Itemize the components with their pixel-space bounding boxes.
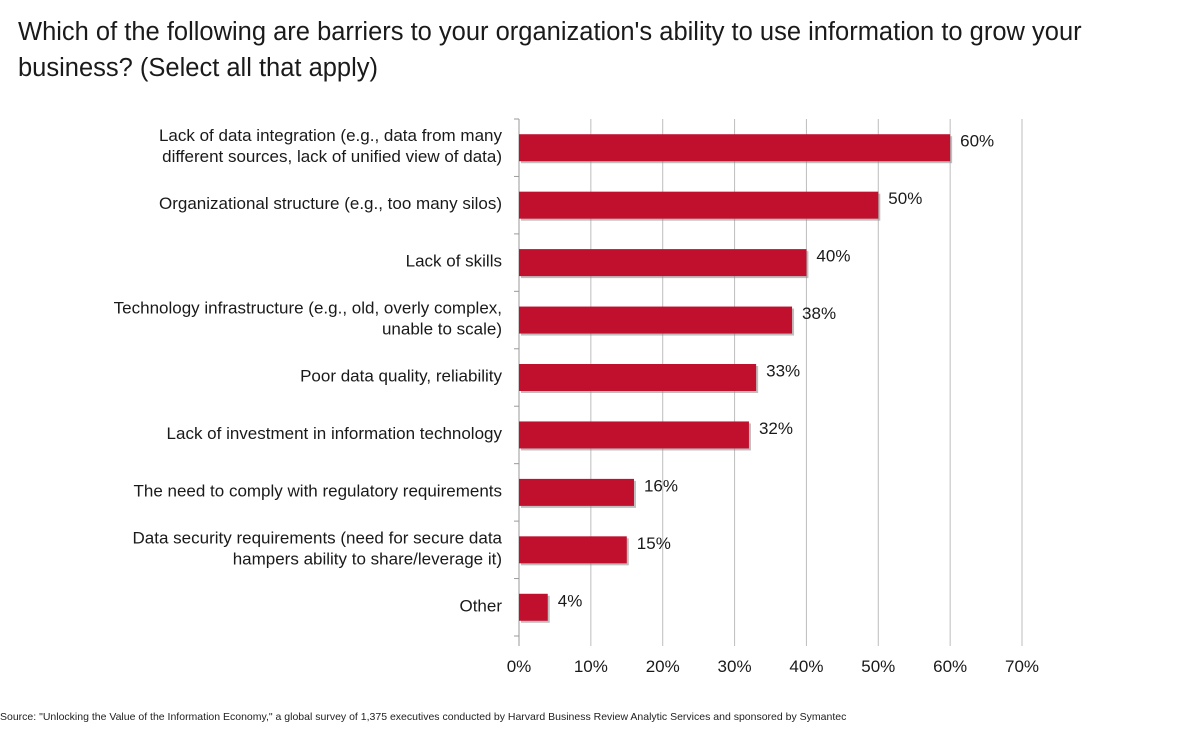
x-tick-label: 10% xyxy=(574,657,608,676)
category-labels: Lack of data integration (e.g., data fro… xyxy=(114,126,503,615)
category-label: Lack of investment in information techno… xyxy=(167,424,503,443)
value-label: 38% xyxy=(802,304,836,323)
x-tick-label: 40% xyxy=(789,657,823,676)
value-label: 15% xyxy=(637,534,671,553)
x-tick-label: 30% xyxy=(718,657,752,676)
bar xyxy=(519,134,951,162)
category-label: Poor data quality, reliability xyxy=(300,367,502,386)
chart-title: Which of the following are barriers to y… xyxy=(18,18,1082,82)
source-note: Source: "Unlocking the Value of the Info… xyxy=(0,711,847,723)
category-label: hampers ability to share/leverage it) xyxy=(233,549,502,568)
value-label: 16% xyxy=(644,476,678,495)
category-label: Lack of skills xyxy=(406,252,502,271)
bar xyxy=(519,191,879,219)
x-tick-label: 50% xyxy=(861,657,895,676)
value-label: 4% xyxy=(558,591,583,610)
category-label: unable to scale) xyxy=(382,320,502,339)
value-labels: 60% 50% 40% 38% 33% 32% 16% 15% 4% xyxy=(558,132,994,611)
bars xyxy=(519,134,953,623)
category-label: Other xyxy=(459,596,502,615)
bar xyxy=(519,364,757,391)
value-label: 50% xyxy=(888,189,922,208)
value-label: 60% xyxy=(960,132,994,151)
bar xyxy=(519,421,749,449)
x-axis-ticks: 0% 10% 20% 30% 40% 50% 60% 70% xyxy=(507,657,1039,676)
x-tick-label: 70% xyxy=(1005,657,1039,676)
x-tick-label: 20% xyxy=(646,657,680,676)
value-label: 32% xyxy=(759,419,793,438)
bar xyxy=(519,478,634,506)
bar xyxy=(519,536,627,564)
category-label: Data security requirements (need for sec… xyxy=(133,528,503,547)
category-label: Lack of data integration (e.g., data fro… xyxy=(159,126,503,145)
x-tick-label: 0% xyxy=(507,657,532,676)
category-label: Technology infrastructure (e.g., old, ov… xyxy=(114,299,502,318)
x-tick-label: 60% xyxy=(933,657,967,676)
category-label: The need to comply with regulatory requi… xyxy=(133,481,502,500)
bar xyxy=(519,593,548,621)
bar xyxy=(519,306,793,334)
value-label: 33% xyxy=(766,362,800,381)
value-label: 40% xyxy=(816,247,850,266)
category-label: different sources, lack of unified view … xyxy=(162,147,502,166)
bar xyxy=(519,249,807,277)
category-label: Organizational structure (e.g., too many… xyxy=(159,194,502,213)
